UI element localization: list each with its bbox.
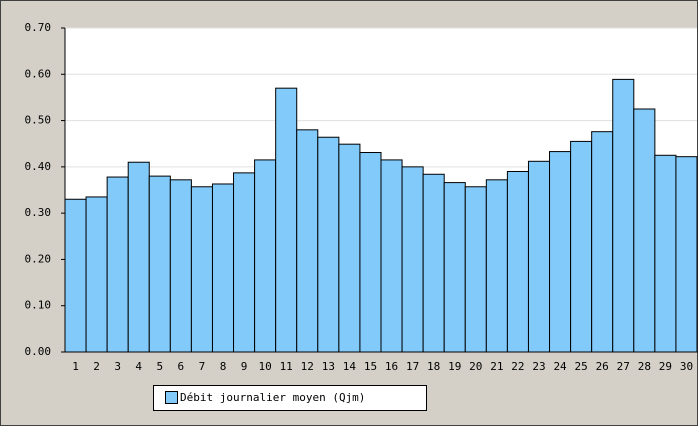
x-tick-label: 9	[241, 360, 248, 373]
legend-label: Débit journalier moyen (Qjm)	[180, 391, 365, 404]
bar	[633, 108, 656, 353]
x-tick-label: 10	[259, 360, 272, 373]
y-tick-label: 0.30	[25, 206, 52, 219]
x-tick-label: 22	[511, 360, 524, 373]
bar	[85, 196, 108, 353]
x-tick-label: 8	[220, 360, 227, 373]
bar	[612, 78, 635, 353]
bar	[527, 160, 551, 353]
x-tick-label: 17	[406, 360, 419, 373]
y-tick-label: 0.70	[25, 21, 52, 34]
bar	[254, 159, 277, 353]
x-tick-label: 25	[575, 360, 588, 373]
y-tick-label: 0.50	[25, 114, 52, 127]
x-tick-label: 4	[135, 360, 142, 373]
x-tick-label: 12	[301, 360, 314, 373]
y-tick-label: 0.10	[25, 299, 52, 312]
x-tick-label: 1	[72, 360, 79, 373]
x-tick-label: 2	[93, 360, 100, 373]
bar	[190, 186, 213, 353]
x-tick-label: 3	[114, 360, 121, 373]
x-tick-label: 20	[469, 360, 482, 373]
x-tick-label: 13	[322, 360, 335, 373]
bar	[570, 140, 593, 353]
x-tick-label: 21	[490, 360, 503, 373]
bar	[591, 131, 614, 353]
bar	[654, 154, 677, 353]
bar	[401, 166, 424, 353]
bar	[233, 172, 256, 353]
bar	[211, 183, 235, 353]
x-tick-label: 19	[448, 360, 461, 373]
bar	[317, 136, 340, 353]
x-tick-label: 24	[553, 360, 567, 373]
x-tick-label: 27	[617, 360, 630, 373]
bar	[675, 156, 698, 353]
x-tick-label: 18	[427, 360, 440, 373]
bar	[338, 143, 361, 353]
bar	[296, 129, 319, 353]
x-tick-label: 6	[178, 360, 185, 373]
x-tick-label: 29	[659, 360, 672, 373]
y-tick-label: 0.40	[25, 160, 52, 173]
x-tick-label: 14	[343, 360, 357, 373]
bar	[148, 175, 171, 353]
bar	[506, 170, 529, 353]
x-tick-label: 7	[199, 360, 206, 373]
bar	[422, 173, 445, 353]
legend-swatch	[165, 391, 178, 404]
x-tick-label: 15	[364, 360, 377, 373]
bar	[464, 186, 487, 353]
y-tick-label: 0.60	[25, 67, 52, 80]
bar	[549, 151, 572, 353]
bar	[127, 161, 150, 353]
x-tick-label: 5	[156, 360, 163, 373]
x-tick-label: 26	[596, 360, 609, 373]
bar	[169, 179, 192, 353]
x-tick-label: 23	[532, 360, 545, 373]
x-tick-label: 30	[680, 360, 693, 373]
x-tick-label: 16	[385, 360, 398, 373]
bar	[443, 182, 466, 353]
bar	[106, 176, 129, 353]
bar	[64, 198, 87, 353]
bar	[380, 159, 403, 353]
bar	[359, 152, 382, 353]
bar	[485, 179, 508, 353]
y-tick-label: 0.00	[25, 345, 52, 358]
legend-box	[153, 385, 427, 411]
x-tick-label: 11	[280, 360, 293, 373]
bar	[275, 87, 298, 353]
y-tick-label: 0.20	[25, 252, 52, 265]
x-tick-label: 28	[638, 360, 651, 373]
